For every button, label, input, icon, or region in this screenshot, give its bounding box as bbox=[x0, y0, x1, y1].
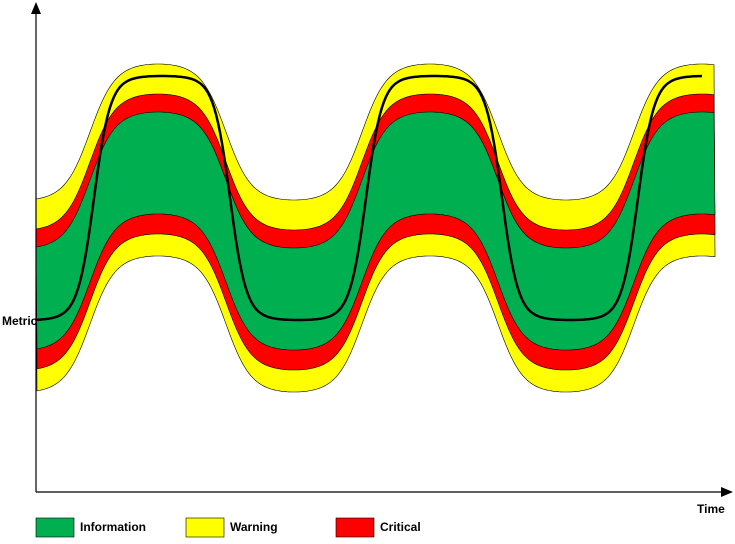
legend-label: Critical bbox=[380, 520, 421, 534]
legend-label: Warning bbox=[230, 520, 278, 534]
legend-swatch bbox=[35, 517, 75, 538]
y-axis-label: Metric bbox=[2, 314, 38, 328]
metric-line bbox=[35, 74, 703, 322]
information-band bbox=[35, 111, 716, 351]
legend-swatch bbox=[185, 517, 225, 538]
bands bbox=[35, 63, 716, 393]
x-axis-label: Time bbox=[697, 502, 725, 516]
legend-label: Information bbox=[80, 520, 146, 534]
x-axis-arrow bbox=[721, 487, 733, 497]
legend-swatch bbox=[335, 517, 375, 538]
y-axis-arrow bbox=[31, 2, 41, 14]
